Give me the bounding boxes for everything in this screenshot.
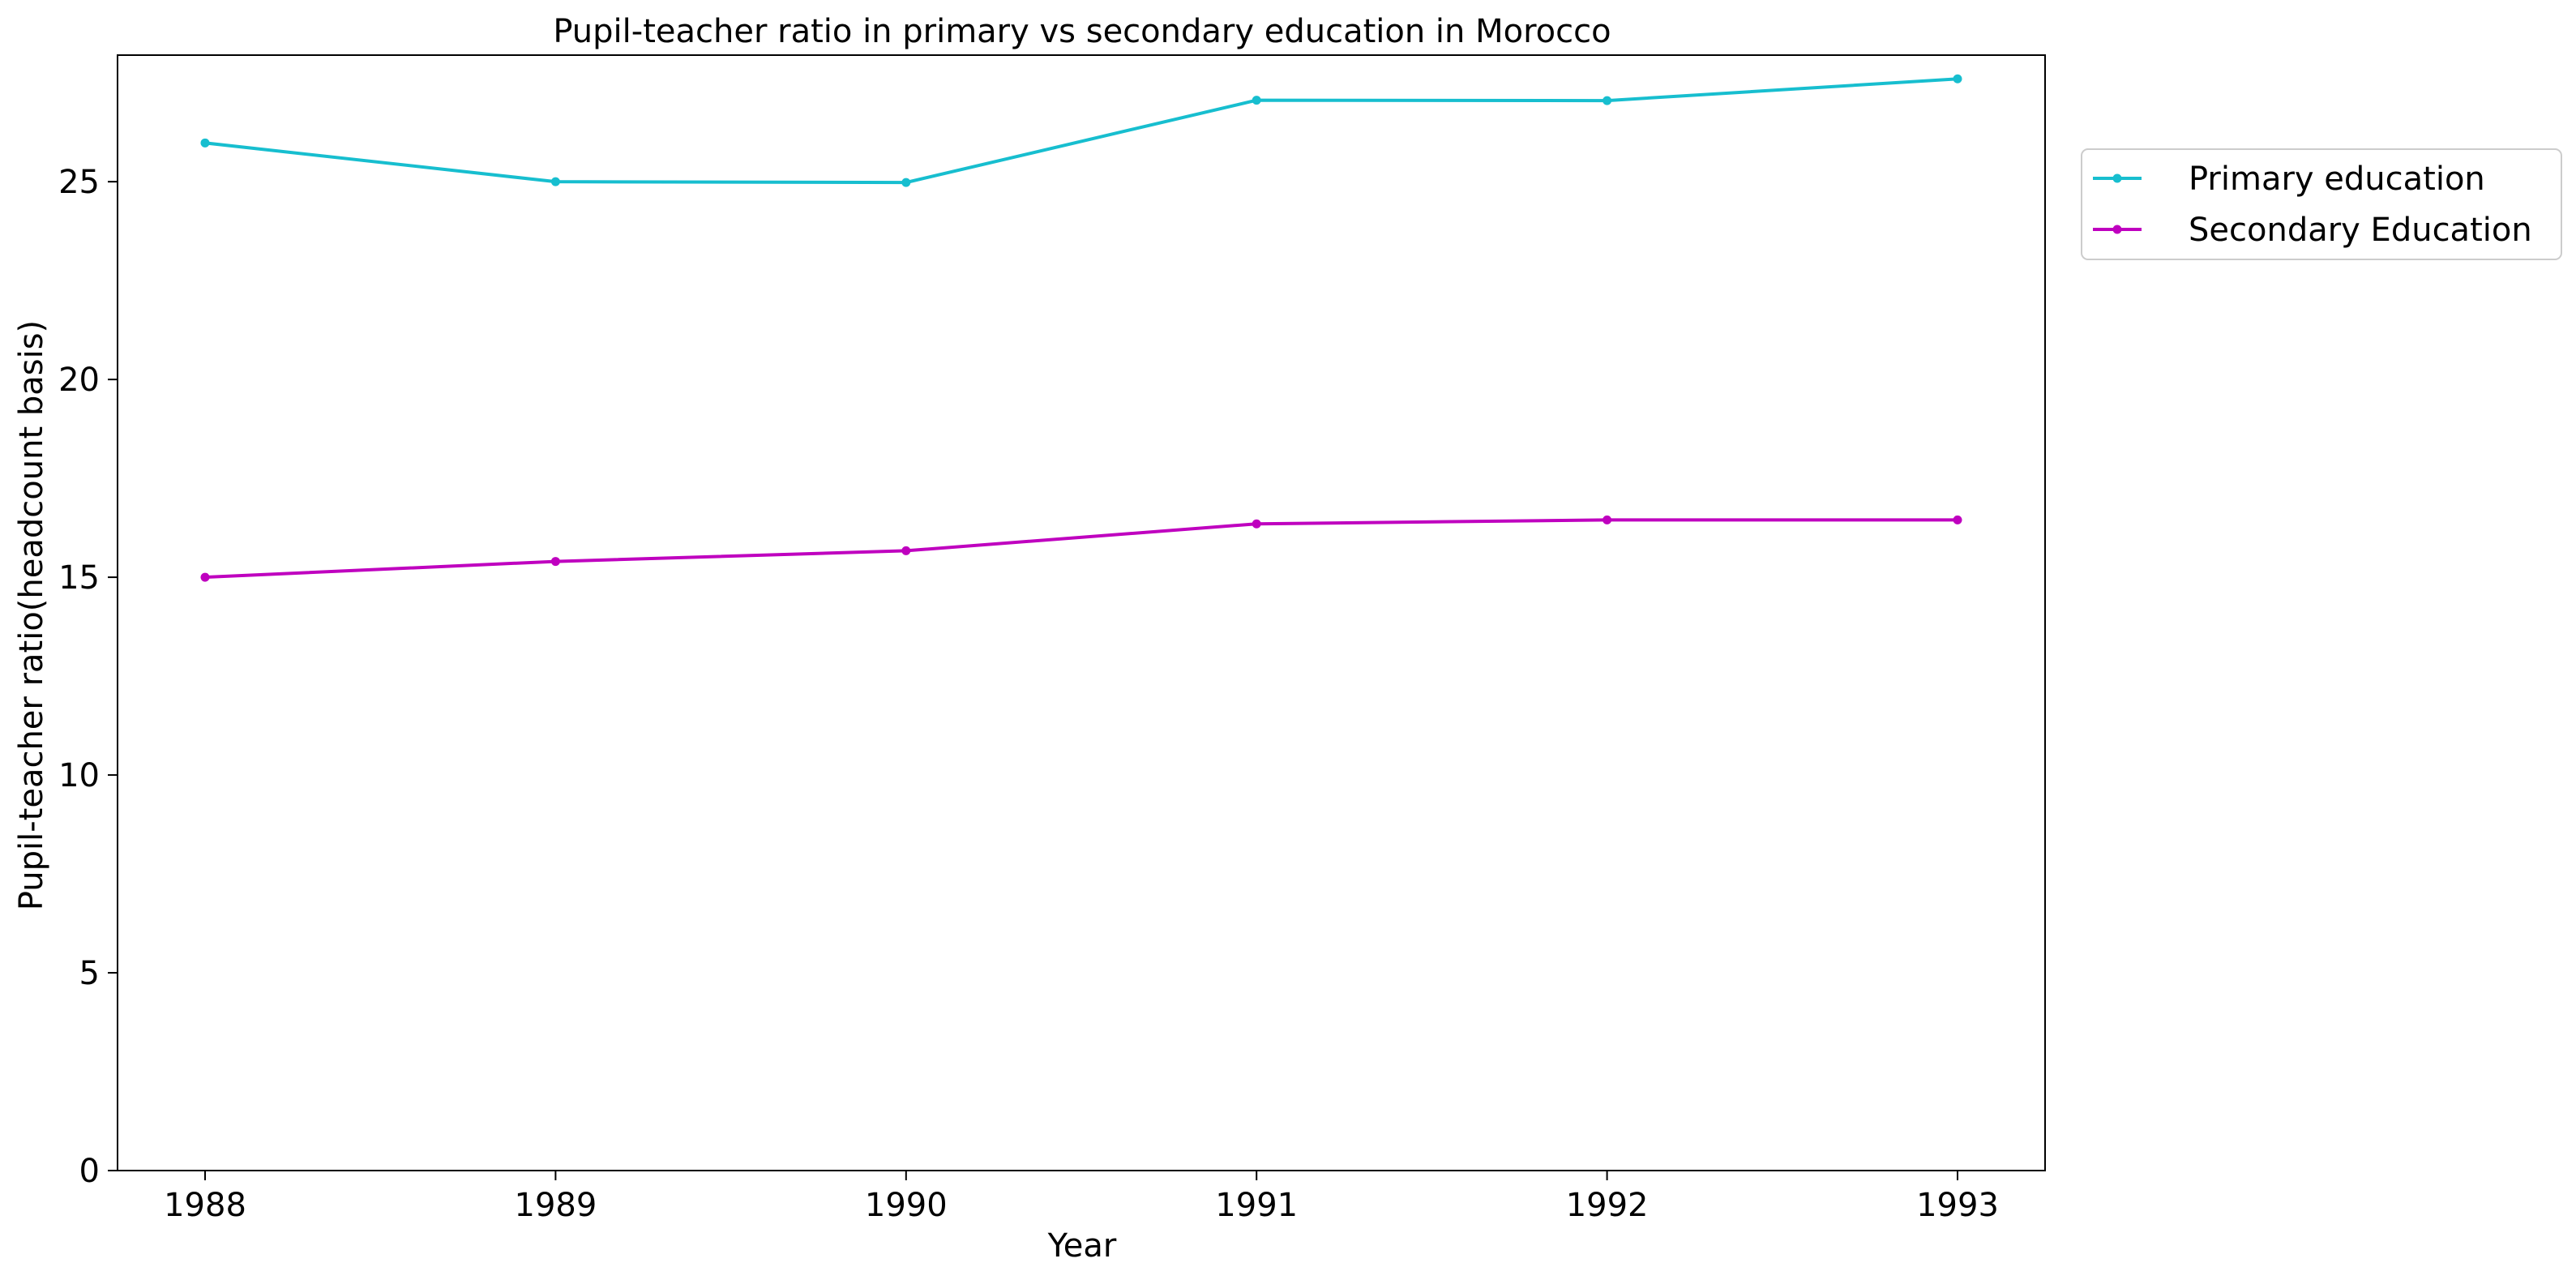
data-point: [1953, 515, 1962, 524]
data-point: [1603, 96, 1612, 105]
x-tick-label: 1989: [515, 1187, 597, 1224]
legend-label-1: Primary education: [2189, 161, 2485, 198]
legend-label-2: Secondary Education: [2189, 212, 2532, 249]
data-point: [901, 178, 911, 187]
plot-frame: [117, 54, 2046, 1171]
y-tick-label: 5: [79, 955, 100, 992]
y-tick-label: 0: [79, 1153, 100, 1190]
y-axis-label: Pupil-teacher ratio(headcount basis): [13, 320, 50, 910]
data-point: [550, 177, 560, 186]
data-point: [1252, 519, 1261, 529]
plot-area: [200, 74, 1962, 582]
series-line-1: [204, 77, 1958, 185]
y-tick-label: 15: [58, 559, 100, 597]
y-tick-label: 10: [58, 757, 100, 794]
chart-title: Pupil-teacher ratio in primary vs second…: [553, 13, 1611, 50]
data-point: [901, 546, 911, 555]
legend-marker-2: [2112, 225, 2122, 234]
y-tick-label: 25: [58, 164, 100, 201]
series-line-2: [204, 518, 1958, 580]
x-tick-label: 1993: [1916, 1187, 1999, 1224]
x-tick-label: 1988: [164, 1187, 246, 1224]
legend-box: [2081, 148, 2562, 260]
data-point: [1603, 515, 1612, 524]
x-axis: 1988 1989 1990 1991 1992 1993: [164, 1171, 1999, 1224]
legend: Primary education Secondary Education: [2081, 148, 2562, 260]
data-point: [200, 138, 210, 148]
x-tick-label: 1992: [1566, 1187, 1649, 1224]
data-point: [1953, 74, 1962, 83]
data-point: [1252, 96, 1261, 105]
y-tick-label: 20: [58, 362, 100, 399]
legend-marker-1: [2112, 173, 2122, 183]
data-point: [550, 557, 560, 567]
y-axis: 0 5 10 15 20 25: [58, 164, 118, 1190]
x-axis-label: Year: [1047, 1227, 1117, 1265]
x-tick-label: 1991: [1215, 1187, 1298, 1224]
data-point: [200, 572, 210, 582]
x-tick-label: 1990: [865, 1187, 948, 1224]
